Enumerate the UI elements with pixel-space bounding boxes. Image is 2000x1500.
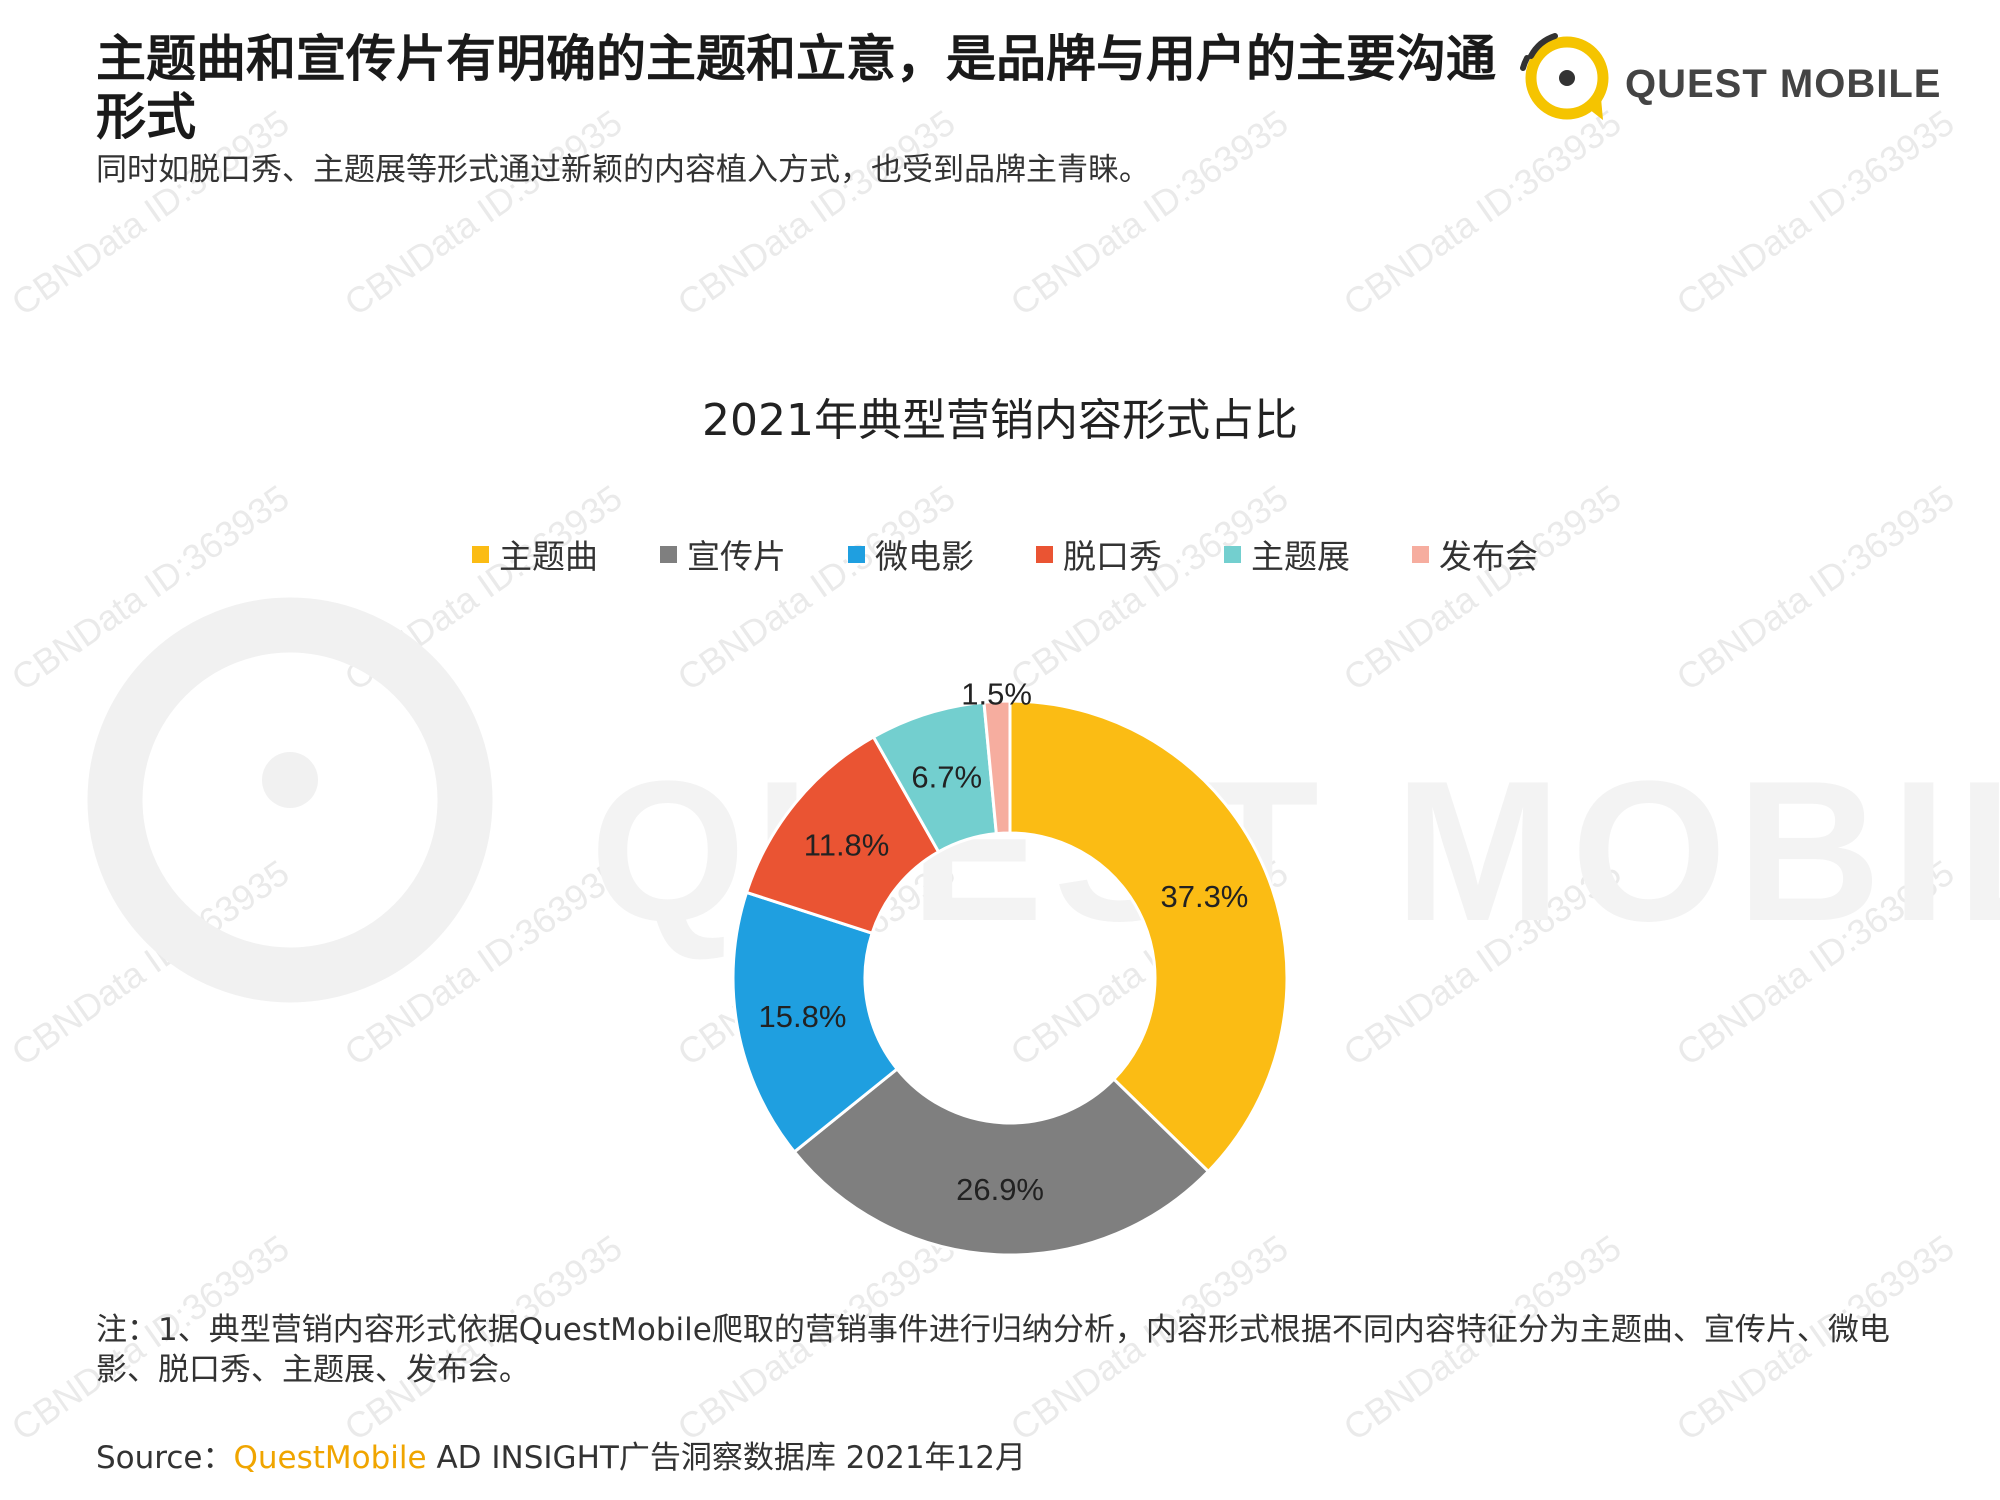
watermark-text: CBNData ID:363935: [670, 476, 963, 699]
source-brand: QuestMobile: [233, 1440, 427, 1476]
chart-legend: 主题曲 宣传片 微电影 脱口秀 主题展 发布会: [0, 530, 2000, 578]
watermark-text: CBNData ID:363935: [4, 476, 297, 699]
legend-swatch: [1412, 545, 1429, 563]
legend-label: 脱口秀: [1063, 537, 1162, 576]
watermark-text: CBNData ID:363935: [337, 476, 630, 699]
legend-swatch: [472, 545, 489, 563]
footnote: 注：1、典型营销内容形式依据QuestMobile爬取的营销事件进行归纳分析，内…: [96, 1312, 1890, 1388]
source-label: Source：: [96, 1440, 234, 1476]
data-label: 6.7%: [911, 760, 982, 795]
legend-label: 微电影: [875, 537, 974, 576]
legend-label: 宣传片: [687, 537, 786, 576]
donut-slice-6: [982, 699, 1012, 836]
legend-swatch: [1036, 545, 1053, 563]
legend-item: 脱口秀: [1036, 530, 1162, 578]
chart-title: 2021年典型营销内容形式占比: [702, 395, 1298, 446]
legend-item: 主题展: [1224, 530, 1350, 578]
donut-slice-2: [792, 1066, 1211, 1257]
watermark-text: CBNData ID:363935: [4, 851, 297, 1074]
legend-label: 主题展: [1251, 537, 1350, 576]
legend-swatch: [848, 545, 865, 563]
page-headline: 主题曲和宣传片有明确的主题和立意，是品牌与用户的主要沟通形式: [96, 30, 1496, 146]
legend-item: 发布会: [1412, 530, 1538, 578]
legend-item: 主题曲: [472, 530, 598, 578]
questmobile-logo: QUEST MOBILE: [1515, 22, 1940, 132]
watermark-text: CBNData ID:363935: [1669, 476, 1962, 699]
legend-label: 发布会: [1439, 537, 1538, 576]
legend-label: 主题曲: [499, 537, 598, 576]
watermark-text: CBNData ID:363935: [1669, 101, 1962, 324]
source-line: Source：QuestMobile AD INSIGHT广告洞察数据库 202…: [96, 1432, 1026, 1477]
legend-swatch: [1224, 545, 1241, 563]
watermark-text: CBNData ID:363935: [1336, 851, 1629, 1074]
source-rest: AD INSIGHT广告洞察数据库 2021年12月: [426, 1440, 1027, 1476]
watermark-text: CBNData ID:363935: [1336, 476, 1629, 699]
donut-slice-5: [871, 700, 998, 854]
logo-mark-icon: [1520, 33, 1609, 120]
page-subheading: 同时如脱口秀、主题展等形式通过新颖的内容植入方式，也受到品牌主青睐。: [96, 152, 1150, 188]
logo-text: QUEST MOBILE: [1625, 62, 1942, 106]
legend-item: 微电影: [848, 530, 974, 578]
legend-swatch: [660, 545, 677, 563]
watermark-text: CBNData ID:363935: [1003, 851, 1296, 1074]
watermark-text: CBNData ID:363935: [1669, 851, 1962, 1074]
watermark-text: CBNData ID:363935: [670, 851, 963, 1074]
legend-item: 宣传片: [660, 530, 786, 578]
donut-slice-1: [1008, 699, 1289, 1174]
watermark-text: CBNData ID:363935: [1003, 476, 1296, 699]
watermark-text: CBNData ID:363935: [337, 851, 630, 1074]
data-label: 11.8%: [804, 828, 890, 863]
svg-text:QUEST MOBILE: QUEST MOBILE: [590, 740, 2000, 963]
data-label: 26.9%: [956, 1172, 1044, 1207]
